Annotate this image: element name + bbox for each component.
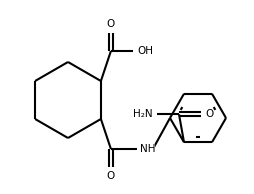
Text: OH: OH	[136, 46, 152, 56]
Text: H₂N: H₂N	[133, 109, 152, 119]
Text: O: O	[106, 171, 115, 181]
Text: O: O	[204, 109, 212, 119]
Text: NH: NH	[139, 144, 155, 154]
Text: O: O	[106, 19, 115, 29]
